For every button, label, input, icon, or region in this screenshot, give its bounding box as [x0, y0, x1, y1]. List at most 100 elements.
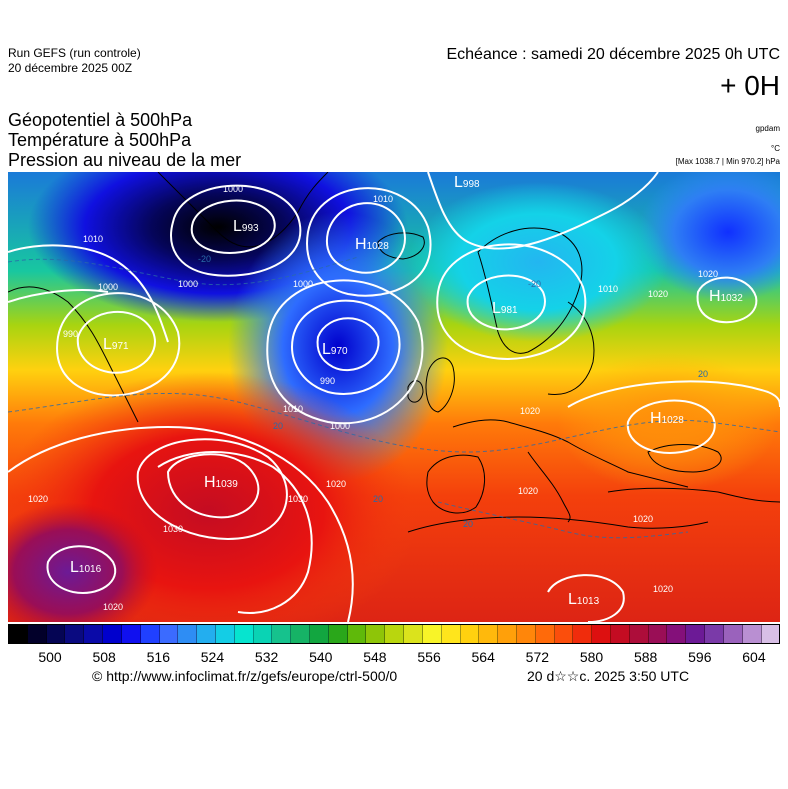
color-scale-swatch: [761, 625, 780, 643]
color-scale-swatch: [121, 625, 141, 643]
isotherm-label: -20: [528, 279, 541, 289]
color-scale-swatch: [479, 625, 499, 643]
color-scale-swatch: [328, 625, 348, 643]
low-label: L1013: [568, 591, 600, 608]
isobar-low-970-inner: [316, 317, 380, 372]
isotherm-minus20-b: [8, 256, 359, 286]
low-label: L970: [322, 341, 348, 358]
color-scale-tick-label: 508: [92, 649, 116, 665]
warm-core-south: [8, 502, 158, 622]
color-scale-swatch: [197, 625, 216, 643]
coast-turkey: [607, 487, 780, 503]
isobar-label: 1000: [178, 279, 198, 289]
isobars: [8, 172, 780, 622]
isotherm-label: 20: [373, 494, 383, 504]
isobar-label: 1020: [520, 406, 540, 416]
low-label: L998: [454, 174, 480, 191]
isotherm-minus20-c: [437, 501, 689, 539]
isotherm-label: 20: [698, 369, 708, 379]
color-scale-swatch: [686, 625, 706, 643]
color-scale-swatch: [573, 625, 593, 643]
isobar-label: 1030: [288, 494, 308, 504]
color-scale-tick-label: 604: [742, 649, 766, 665]
color-scale-swatch: [215, 625, 235, 643]
color-scale-tick-label: 524: [200, 649, 225, 665]
coast-iberia: [426, 454, 485, 514]
isobar-low-981-ring: [436, 243, 587, 360]
color-scale-swatch: [272, 625, 292, 643]
color-scale-swatch: [27, 625, 47, 643]
isobar-low-970-ring: [291, 299, 401, 395]
isobar-label: 1000: [223, 184, 243, 194]
high-label: H1032: [709, 288, 743, 305]
isobar-label: 1020: [698, 269, 718, 279]
color-scale-swatch: [140, 625, 160, 643]
color-scale-swatch: [516, 625, 536, 643]
unit-temperature: °C: [771, 144, 780, 153]
color-scale-tick-label: 532: [254, 649, 279, 665]
color-scale-swatch: [347, 625, 367, 643]
coast-western-europe: [452, 419, 689, 488]
param-temperature: Température à 500hPa: [8, 130, 192, 150]
pressure-range: [Max 1038.7 | Min 970.2] hPa: [675, 157, 780, 166]
isobar-low-993-ring: [170, 184, 302, 277]
isobar-label: 1020: [633, 514, 653, 524]
low-label: L1016: [70, 559, 102, 576]
coast-italy: [527, 451, 571, 523]
isobar-high-1039-ring: [136, 438, 288, 540]
isobar-high-1032: [696, 276, 758, 324]
isobar-low-1013: [547, 574, 625, 622]
isobar-label: 1020: [326, 479, 346, 489]
isobar-low-993: [190, 199, 276, 254]
forecast-valid-time: Echéance : samedi 20 décembre 2025 0h UT…: [446, 46, 780, 63]
color-scale-swatch: [629, 625, 649, 643]
isobar-label: 1010: [283, 404, 303, 414]
isobar-1020-north: [427, 172, 659, 250]
param-mslp: Pression au niveau de la mer: [8, 150, 242, 170]
color-scale-swatch: [611, 625, 630, 643]
isobar-low-981: [466, 274, 546, 331]
color-scale-swatch: [535, 625, 555, 643]
color-scale-swatch: [667, 625, 687, 643]
color-scale-swatch: [65, 625, 85, 643]
isobar-label: 1000: [330, 421, 350, 431]
isobar-1020-south: [8, 425, 354, 622]
isobar-1010-west: [8, 244, 169, 343]
coast-scandinavia: [477, 227, 583, 354]
coast-canada: [8, 286, 139, 423]
isobar-1000-west: [8, 289, 109, 303]
color-scale-swatch: [441, 625, 461, 643]
color-scale-tick-label: 556: [417, 649, 441, 665]
low-label: L971: [103, 336, 129, 353]
color-scale-tick-label: 516: [146, 649, 170, 665]
color-scale-tick-label: 588: [633, 649, 658, 665]
isobar-low-971: [76, 310, 156, 374]
isobar-1030-south: [157, 451, 313, 614]
isotherm-label: 20: [463, 519, 473, 529]
isobar-label: 1010: [598, 284, 618, 294]
color-scale-tick-label: 596: [688, 649, 712, 665]
color-scale-ticks: 500 508 516 524 532 540 548 556 564 572 580 588 596 6…: [0, 649, 788, 667]
isobar-label: 1010: [83, 234, 103, 244]
isobar-label: 1030: [163, 524, 183, 534]
color-scale-swatch: [422, 625, 442, 643]
isobar-label: 1000: [98, 282, 118, 292]
isobar-label: 1010: [373, 194, 393, 204]
coast-ireland: [407, 380, 424, 403]
color-scale-swatch: [178, 625, 198, 643]
isotherm-value-labels: 20 20 20 20 -20 -20: [198, 254, 708, 529]
color-scale-swatch: [46, 625, 66, 643]
color-scale: [8, 624, 780, 644]
credit-url: © http://www.infoclimat.fr/z/gefs/europe…: [92, 668, 398, 684]
pressure-center-labels: H1028 H1032 H1039 H1028 L993 L998 L971 L…: [70, 174, 743, 608]
color-scale-swatch: [592, 625, 611, 643]
color-scale-swatch: [159, 625, 179, 643]
isobar-label: 1020: [648, 289, 668, 299]
color-scale-swatch: [366, 625, 386, 643]
isobar-label: 990: [320, 376, 335, 386]
isobar-label: 1000: [293, 279, 313, 289]
isobar-value-labels: 1000 1010 1000 1000 990 1000 990 1010 10…: [28, 184, 718, 612]
isobar-label: 990: [63, 329, 78, 339]
color-scale-swatch: [310, 625, 329, 643]
isobar-low-1016: [46, 545, 117, 594]
